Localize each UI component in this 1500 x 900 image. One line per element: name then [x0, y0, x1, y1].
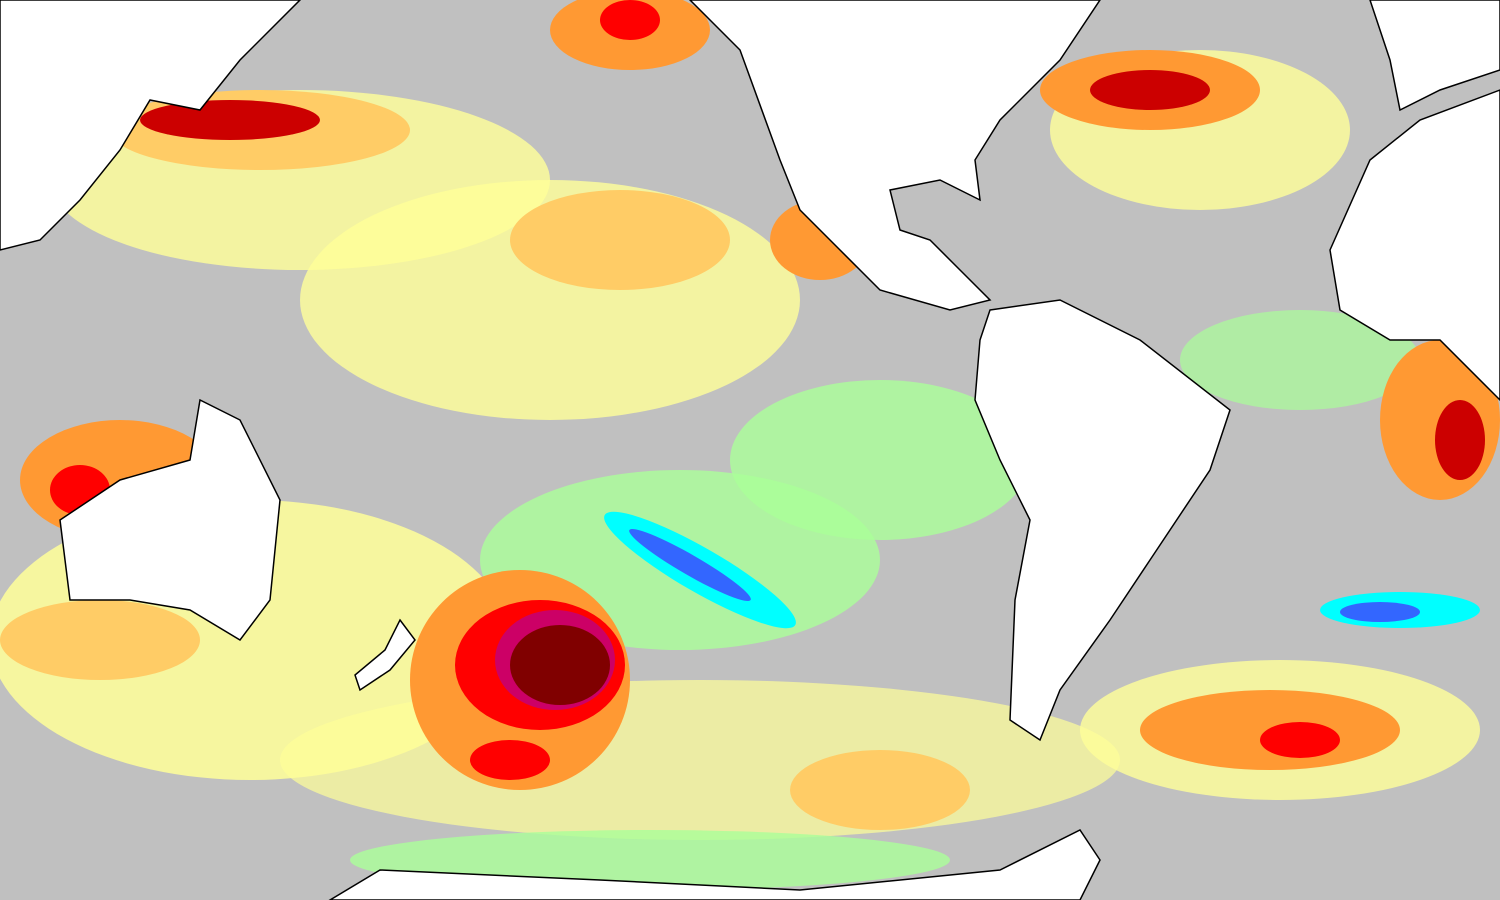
south-america — [974, 299, 1231, 742]
warm-patch — [790, 750, 970, 830]
hot-patch — [1435, 400, 1485, 480]
asia — [0, 0, 302, 251]
hot-patch — [1260, 722, 1340, 758]
new-zealand — [354, 618, 416, 692]
warm-patch — [0, 600, 200, 680]
hot-patch — [140, 100, 320, 140]
warm-patch — [280, 680, 1120, 840]
north-america — [688, 0, 1101, 311]
australia — [59, 398, 281, 641]
hot-patch — [510, 625, 610, 705]
hot-patch — [600, 0, 660, 40]
cold-patch — [629, 528, 751, 602]
cool-patch — [1180, 310, 1420, 410]
europe — [1369, 0, 1500, 112]
antarctica — [328, 829, 1101, 900]
warm-patch — [510, 190, 730, 290]
hot-patch — [1090, 70, 1210, 110]
hot-patch — [470, 740, 550, 780]
africa — [1329, 89, 1500, 402]
cold-patch — [1340, 602, 1420, 622]
